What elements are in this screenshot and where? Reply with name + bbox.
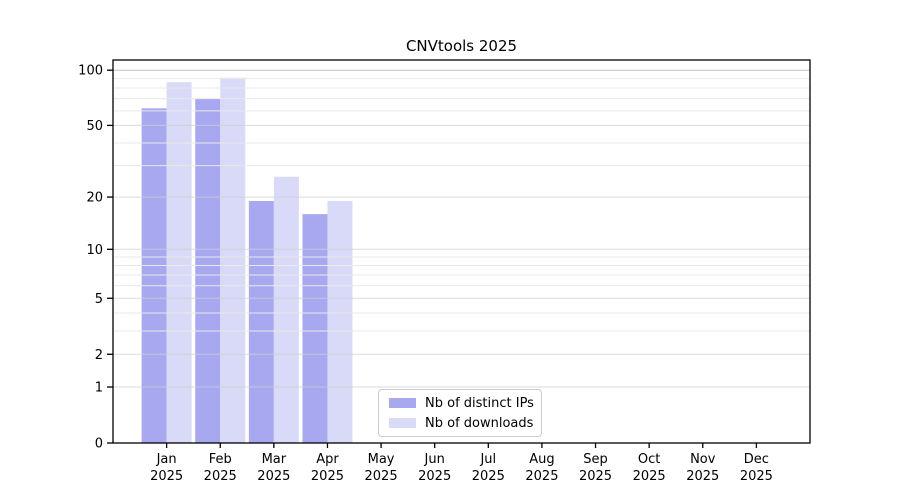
x-tick-label-year: 2025 bbox=[525, 469, 558, 484]
y-tick-label: 10 bbox=[86, 243, 103, 258]
y-tick-label: 100 bbox=[78, 64, 103, 79]
bar-downloads bbox=[220, 77, 246, 443]
legend-label-distinct-ips: Nb of distinct IPs bbox=[425, 395, 534, 411]
y-tick-label: 20 bbox=[86, 191, 103, 206]
legend-swatch-downloads bbox=[389, 418, 416, 428]
x-tick-label-year: 2025 bbox=[472, 469, 505, 484]
x-tick-label-month: Jan bbox=[156, 452, 177, 467]
bar-distinct-ips bbox=[248, 201, 274, 443]
x-tick-label-year: 2025 bbox=[365, 469, 398, 484]
legend: Nb of distinct IPs Nb of downloads bbox=[378, 389, 542, 437]
x-tick-label-year: 2025 bbox=[311, 469, 344, 484]
x-tick-label-month: Mar bbox=[262, 452, 287, 467]
x-tick-label-year: 2025 bbox=[150, 469, 183, 484]
x-tick-label-year: 2025 bbox=[257, 469, 290, 484]
y-tick-label: 5 bbox=[95, 292, 103, 307]
bar-distinct-ips bbox=[141, 108, 167, 443]
x-tick-label-year: 2025 bbox=[686, 469, 719, 484]
chart-title: CNVtools 2025 bbox=[405, 37, 518, 55]
x-tick-label-year: 2025 bbox=[633, 469, 666, 484]
bar-distinct-ips bbox=[302, 214, 328, 443]
legend-item-distinct-ips: Nb of distinct IPs bbox=[389, 395, 534, 411]
x-tick-label-month: Jul bbox=[479, 452, 496, 467]
x-tick-label-year: 2025 bbox=[740, 469, 773, 484]
legend-label-downloads: Nb of downloads bbox=[425, 415, 534, 431]
y-tick-label: 2 bbox=[95, 348, 103, 363]
x-tick-label-month: Oct bbox=[638, 452, 660, 467]
y-tick-label: 0 bbox=[95, 437, 103, 452]
x-tick-label-year: 2025 bbox=[579, 469, 612, 484]
plot-border bbox=[112, 59, 811, 444]
x-tick-label-month: Apr bbox=[316, 452, 339, 467]
bar-distinct-ips bbox=[195, 98, 221, 443]
bar-downloads bbox=[327, 201, 353, 443]
x-tick-label-month: Jun bbox=[424, 452, 445, 467]
x-tick-label-month: Nov bbox=[690, 452, 716, 467]
x-tick-label-month: Feb bbox=[209, 452, 232, 467]
x-tick-label-year: 2025 bbox=[204, 469, 237, 484]
legend-swatch-distinct-ips bbox=[389, 398, 416, 408]
y-tick-label: 50 bbox=[86, 119, 103, 134]
y-tick-label: 1 bbox=[95, 381, 103, 396]
bar-downloads bbox=[166, 82, 192, 443]
x-tick-label-month: Sep bbox=[583, 452, 608, 467]
x-tick-label-month: Dec bbox=[744, 452, 769, 467]
x-tick-label-month: May bbox=[368, 452, 395, 467]
x-tick-label-year: 2025 bbox=[418, 469, 451, 484]
bar-downloads bbox=[273, 176, 299, 443]
legend-item-downloads: Nb of downloads bbox=[389, 415, 534, 431]
x-tick-label-month: Aug bbox=[529, 452, 554, 467]
